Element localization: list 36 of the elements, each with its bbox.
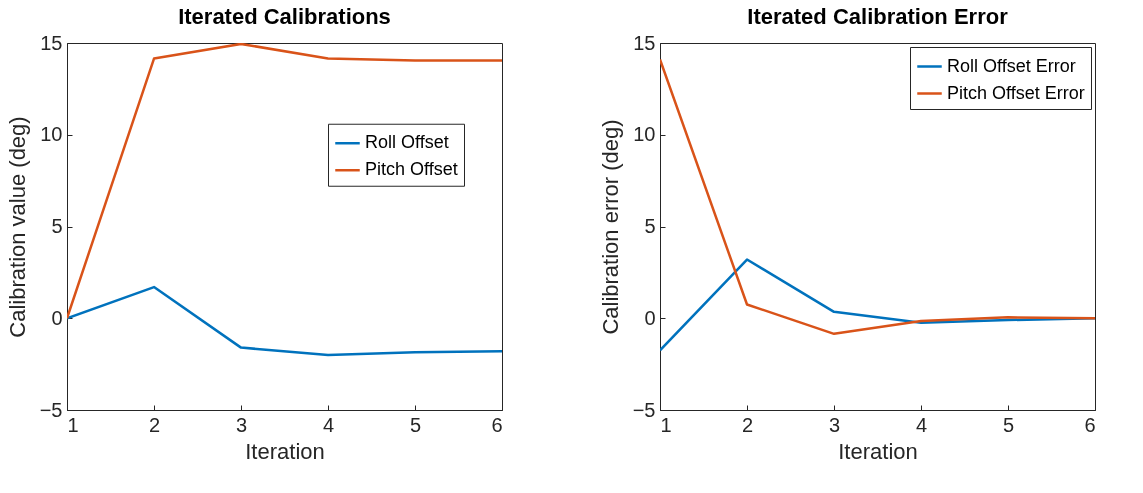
x-tick-label: 1 (660, 413, 672, 436)
y-tick-label: 5 (51, 215, 63, 237)
line-series (660, 58, 1095, 336)
legend-label: Pitch Offset Error (947, 82, 1085, 103)
y-tick-label: 10 (40, 123, 63, 146)
chart-title: Iterated Calibration Error (747, 4, 1009, 29)
legend-label: Roll Offset Error (947, 55, 1076, 76)
x-tick-label: 5 (409, 413, 422, 436)
y-tick-label: −5 (39, 398, 63, 421)
x-tick-label: 2 (148, 413, 161, 436)
x-tick-label: 3 (828, 413, 841, 436)
line-series (67, 285, 502, 357)
chart-title: Iterated Calibrations (178, 4, 391, 29)
y-tick-label: 0 (51, 306, 63, 329)
x-axis-title: Iteration (838, 438, 918, 464)
y-tick-label: 15 (40, 31, 63, 54)
legend-label: Pitch Offset (365, 159, 458, 180)
line-series (660, 258, 1095, 352)
y-tick-label: 10 (633, 123, 656, 146)
y-tick-label: −5 (632, 398, 656, 421)
y-tick-label: 0 (644, 306, 656, 329)
y-axis-title: Calibration error (deg) (597, 119, 623, 335)
legend-label: Roll Offset (365, 132, 449, 153)
y-tick-label: 15 (633, 31, 656, 54)
x-tick-label: 1 (67, 413, 79, 436)
x-tick-label: 3 (235, 413, 248, 436)
x-tick-label: 6 (1084, 413, 1096, 436)
x-tick-label: 6 (491, 413, 503, 436)
x-tick-label: 5 (1002, 413, 1015, 436)
x-axis-title: Iteration (245, 438, 325, 464)
y-tick-label: 5 (644, 215, 656, 237)
x-tick-label: 4 (322, 413, 335, 436)
x-tick-label: 2 (741, 413, 754, 436)
line-series (67, 43, 502, 320)
y-axis-title: Calibration value (deg) (4, 116, 30, 338)
x-tick-label: 4 (915, 413, 928, 436)
